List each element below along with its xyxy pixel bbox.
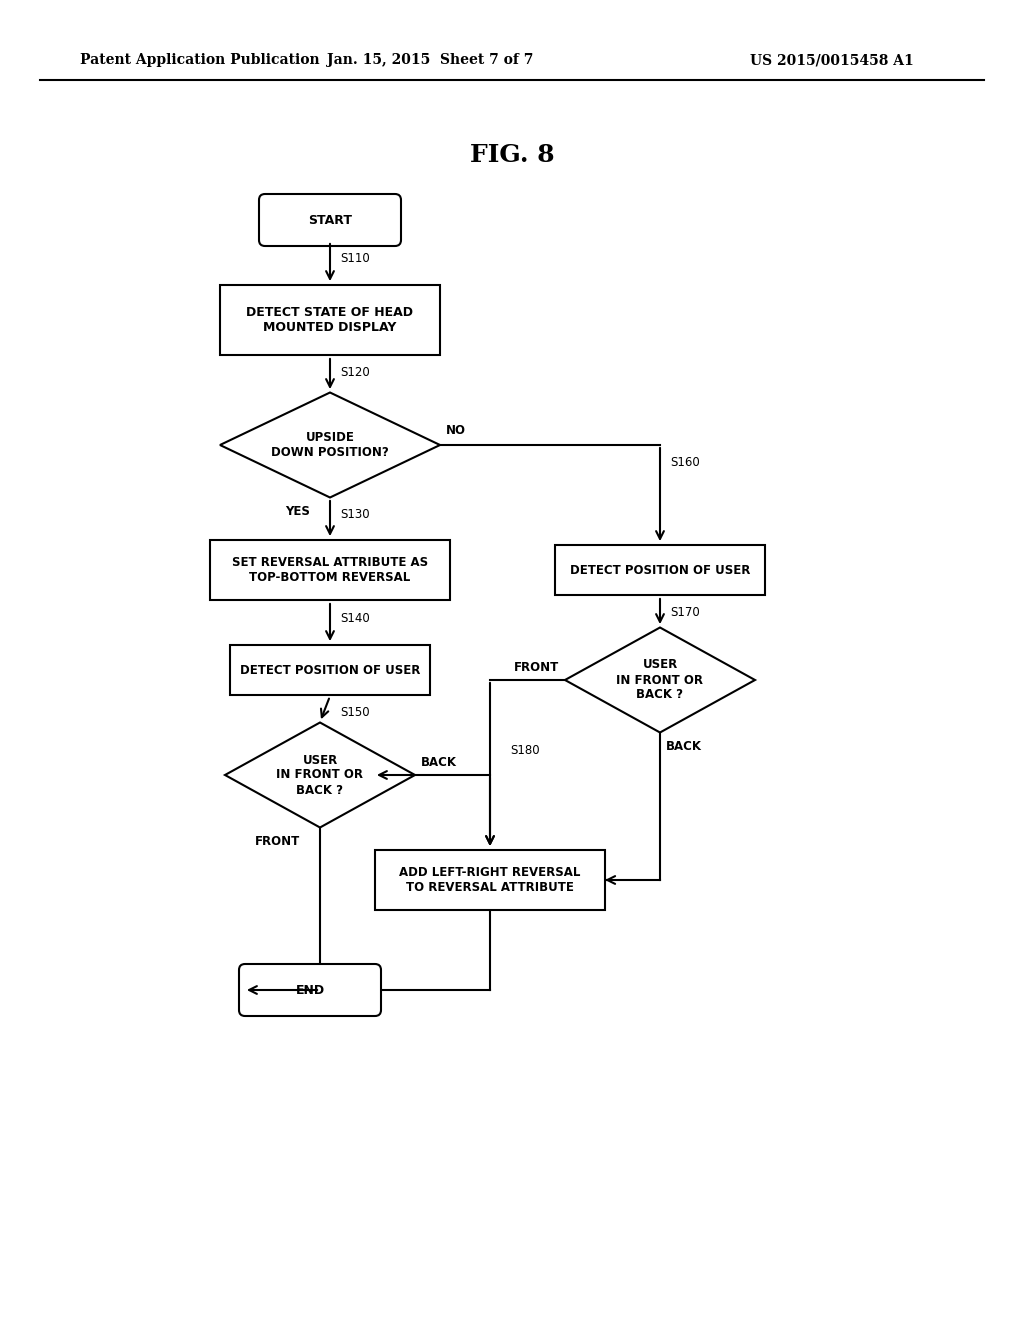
Text: FRONT: FRONT	[514, 661, 559, 675]
Text: USER
IN FRONT OR
BACK ?: USER IN FRONT OR BACK ?	[616, 659, 703, 701]
Text: BACK: BACK	[421, 756, 457, 770]
Text: Jan. 15, 2015  Sheet 7 of 7: Jan. 15, 2015 Sheet 7 of 7	[327, 53, 534, 67]
Polygon shape	[220, 392, 440, 498]
Text: START: START	[308, 214, 352, 227]
Text: S110: S110	[340, 252, 370, 264]
Text: USER
IN FRONT OR
BACK ?: USER IN FRONT OR BACK ?	[276, 754, 364, 796]
Text: S170: S170	[670, 606, 699, 619]
Bar	[230, 645, 430, 696]
Text: S150: S150	[340, 706, 370, 719]
Polygon shape	[565, 627, 755, 733]
Text: BACK: BACK	[666, 741, 702, 752]
Bar	[555, 545, 765, 595]
Text: Patent Application Publication: Patent Application Publication	[80, 53, 319, 67]
Text: SET REVERSAL ATTRIBUTE AS
TOP-BOTTOM REVERSAL: SET REVERSAL ATTRIBUTE AS TOP-BOTTOM REV…	[232, 556, 428, 583]
Text: S180: S180	[510, 743, 540, 756]
FancyBboxPatch shape	[239, 964, 381, 1016]
Text: S140: S140	[340, 611, 370, 624]
Bar	[220, 285, 440, 355]
Text: NO: NO	[446, 424, 466, 437]
Text: END: END	[296, 983, 325, 997]
Text: S130: S130	[340, 508, 370, 521]
Bar	[210, 540, 450, 601]
FancyBboxPatch shape	[259, 194, 401, 246]
Text: FRONT: FRONT	[255, 836, 300, 847]
Text: YES: YES	[285, 506, 310, 517]
Text: S160: S160	[670, 457, 699, 470]
Text: US 2015/0015458 A1: US 2015/0015458 A1	[750, 53, 913, 67]
Polygon shape	[225, 722, 415, 828]
Text: FIG. 8: FIG. 8	[470, 143, 554, 168]
Text: ADD LEFT-RIGHT REVERSAL
TO REVERSAL ATTRIBUTE: ADD LEFT-RIGHT REVERSAL TO REVERSAL ATTR…	[399, 866, 581, 894]
Text: DETECT STATE OF HEAD
MOUNTED DISPLAY: DETECT STATE OF HEAD MOUNTED DISPLAY	[247, 306, 414, 334]
Text: DETECT POSITION OF USER: DETECT POSITION OF USER	[240, 664, 420, 676]
Text: DETECT POSITION OF USER: DETECT POSITION OF USER	[569, 564, 751, 577]
Text: S120: S120	[340, 367, 370, 380]
Bar	[375, 850, 605, 909]
Text: UPSIDE
DOWN POSITION?: UPSIDE DOWN POSITION?	[271, 432, 389, 459]
